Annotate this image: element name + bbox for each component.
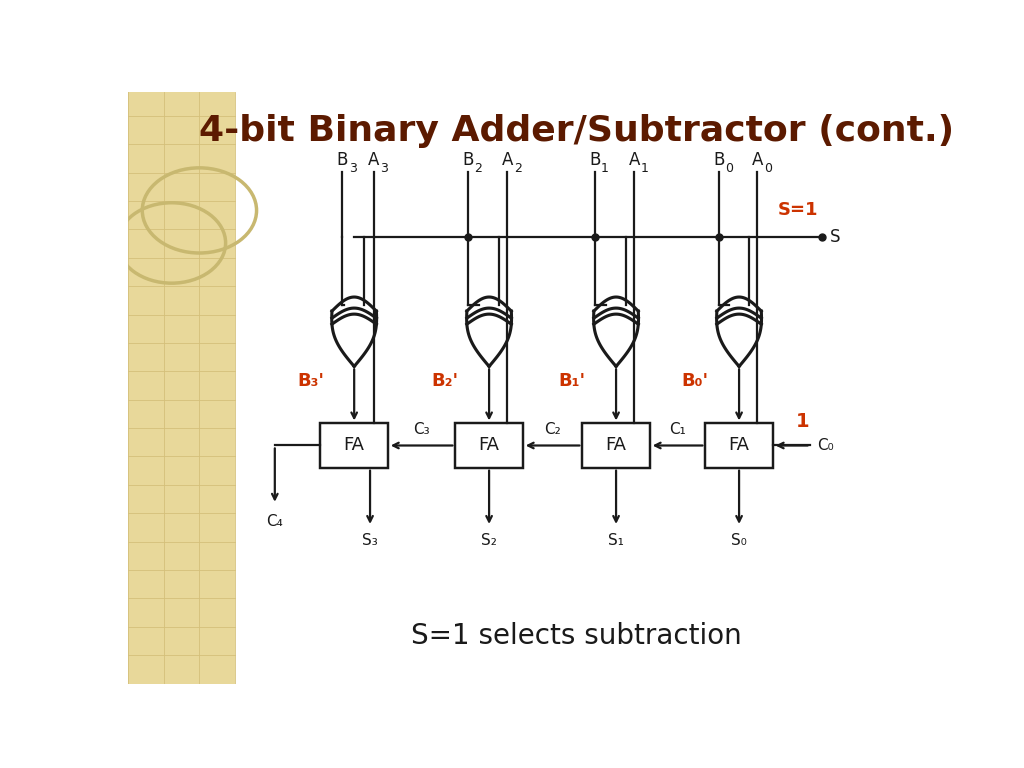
Text: B: B [589,151,600,169]
Text: 0: 0 [726,162,733,175]
Text: C₄: C₄ [266,514,284,528]
Bar [128,92,236,684]
Text: 0: 0 [764,162,772,175]
Text: B₃': B₃' [297,372,324,390]
Text: 3: 3 [348,162,356,175]
Text: 2: 2 [514,162,521,175]
Bar [456,423,523,468]
Text: B: B [462,151,473,169]
Text: S₁: S₁ [608,533,624,548]
Bar [583,423,650,468]
Text: S=1 selects subtraction: S=1 selects subtraction [411,622,741,650]
Text: S₀: S₀ [731,533,748,548]
Bar [321,423,388,468]
Text: 1: 1 [641,162,648,175]
Text: S=1: S=1 [778,201,818,220]
Text: 1: 1 [796,412,809,431]
Text: 4-bit Binary Adder/Subtractor (cont.): 4-bit Binary Adder/Subtractor (cont.) [199,114,954,147]
Text: B₂': B₂' [432,372,459,390]
Text: C₂: C₂ [544,422,561,437]
Text: A: A [502,151,513,169]
Text: 3: 3 [380,162,388,175]
Text: C₁: C₁ [670,422,686,437]
Text: B₁': B₁' [559,372,586,390]
Text: B₀': B₀' [682,372,709,390]
Bar [706,423,773,468]
Text: B: B [337,151,348,169]
Text: 2: 2 [474,162,482,175]
Text: A: A [629,151,640,169]
Text: 1: 1 [601,162,609,175]
Text: FA: FA [478,436,500,455]
Text: FA: FA [344,436,365,455]
Text: FA: FA [728,436,750,455]
Text: S₃: S₃ [362,533,378,548]
Text: FA: FA [605,436,627,455]
Text: S: S [830,228,841,246]
Text: A: A [369,151,380,169]
Text: C₃: C₃ [414,422,430,437]
Text: B: B [714,151,725,169]
Text: S₂: S₂ [481,533,497,548]
Text: C₀: C₀ [817,438,834,453]
Text: A: A [752,151,763,169]
